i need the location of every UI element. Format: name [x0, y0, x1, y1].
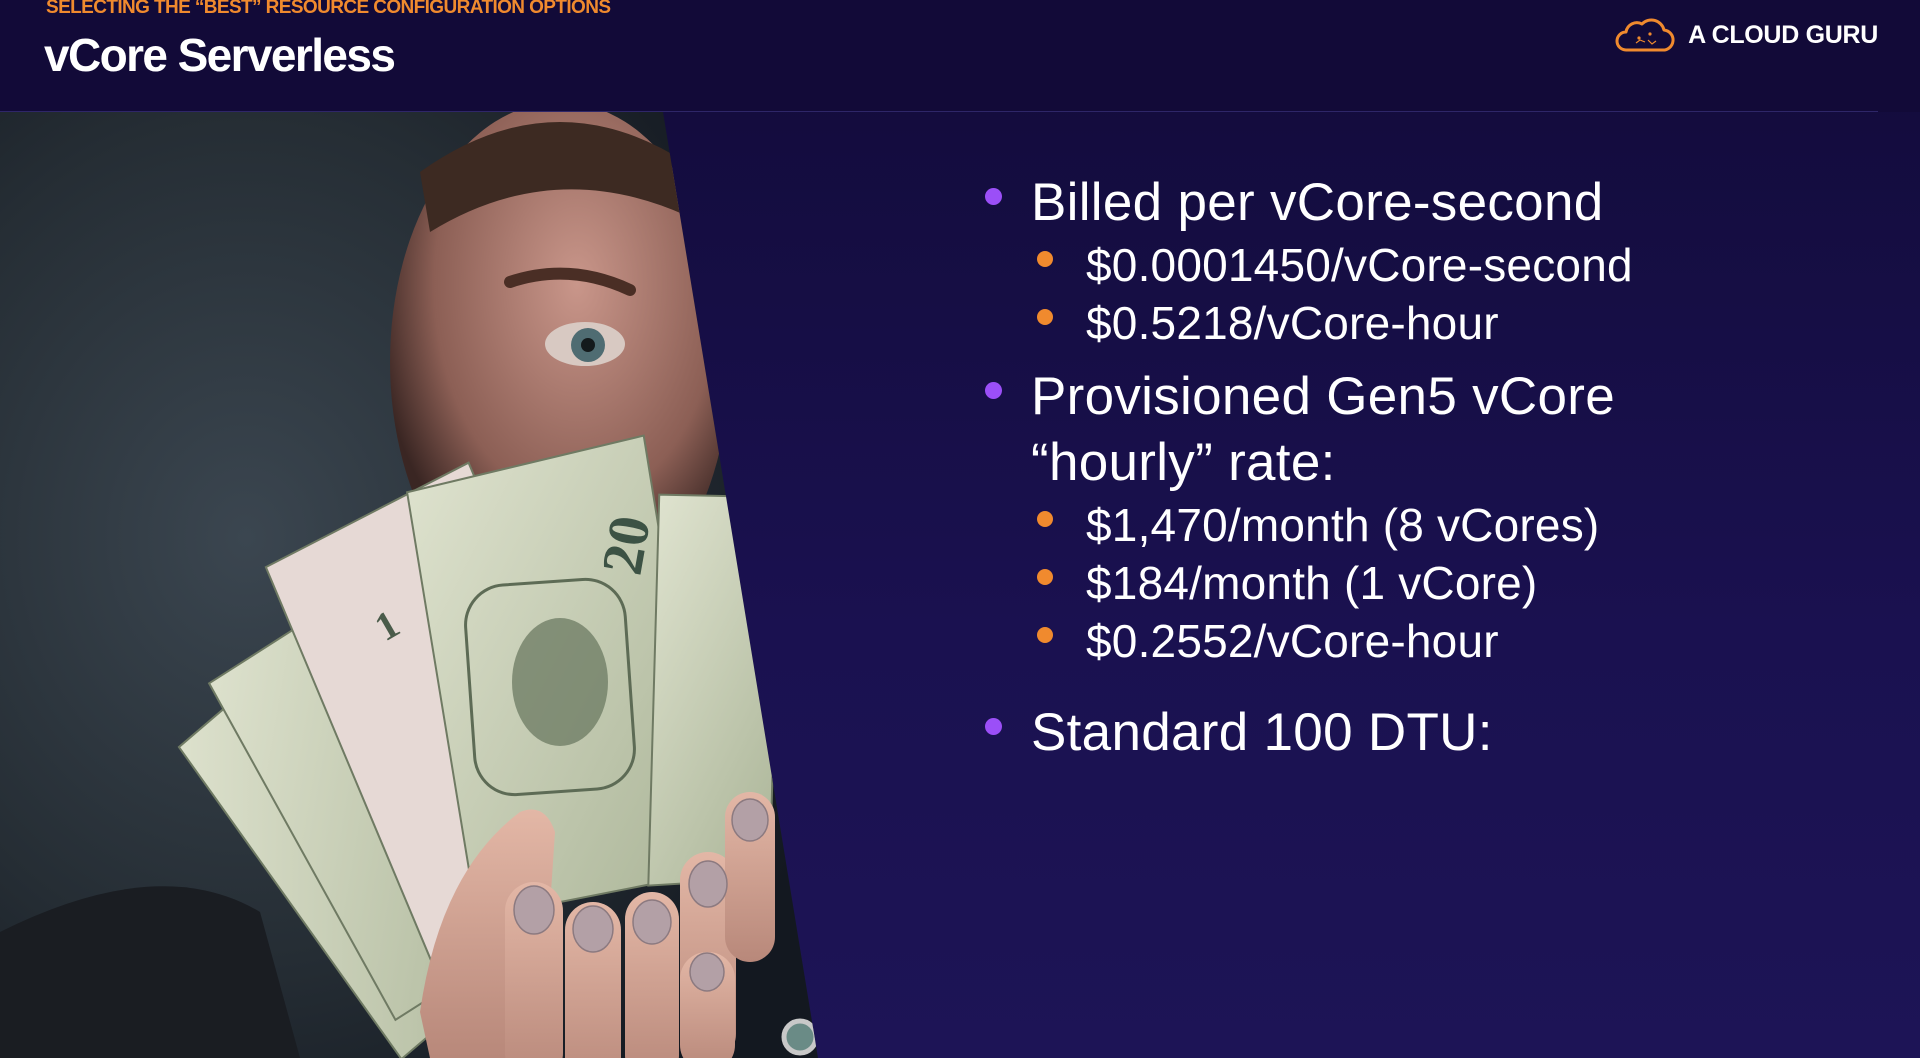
bullet-text: Billed per vCore-second — [1031, 173, 1604, 232]
brand-logo: A CLOUD GURU — [1612, 16, 1878, 54]
bullet-billed-per-second: Billed per vCore-second — [975, 170, 1875, 236]
bullet-provisioned-rate: Provisioned Gen5 vCore “hourly” rate: — [975, 364, 1875, 496]
header-bar — [0, 0, 1920, 112]
bullet-dot-icon — [985, 382, 1002, 399]
sub-bullet-text: $0.5218/vCore-hour — [1086, 297, 1499, 349]
sub-bullet-text: $0.0001450/vCore-second — [1086, 239, 1633, 291]
bullet-dot-icon — [985, 188, 1002, 205]
logo-text: A CLOUD GURU — [1688, 20, 1878, 49]
sub-bullet-dot-icon — [1037, 569, 1053, 585]
sub-bullet-dot-icon — [1037, 251, 1053, 267]
bullet-list: Billed per vCore-second $0.0001450/vCore… — [975, 170, 1875, 766]
sub-bullet-dot-icon — [1037, 627, 1053, 643]
bullet-dot-icon — [985, 718, 1002, 735]
sub-bullet: $0.5218/vCore-hour — [975, 294, 1875, 352]
sub-bullet-text: $1,470/month (8 vCores) — [1086, 499, 1600, 551]
note-denomination-20: 20 — [589, 511, 663, 579]
sub-bullet: $0.2552/vCore-hour — [975, 612, 1875, 670]
sub-bullet: $184/month (1 vCore) — [975, 554, 1875, 612]
photo-illustration: 20 1 — [0, 112, 818, 1058]
sub-bullet-text: $184/month (1 vCore) — [1086, 557, 1538, 609]
bullet-standard-dtu: Standard 100 DTU: — [975, 700, 1875, 766]
money-fan-photo: 20 1 — [0, 112, 818, 1058]
header-divider — [0, 111, 1878, 112]
cloud-icon — [1615, 18, 1675, 52]
sub-bullet-dot-icon — [1037, 309, 1053, 325]
bullet-text: Standard 100 DTU: — [1031, 703, 1493, 762]
sub-bullet-dot-icon — [1037, 511, 1053, 527]
sub-bullet: $0.0001450/vCore-second — [975, 236, 1875, 294]
bullet-text-line2: “hourly” rate: — [1031, 433, 1336, 492]
slide-title: vCore Serverless — [44, 29, 396, 81]
sub-bullet-text: $0.2552/vCore-hour — [1086, 615, 1499, 667]
section-kicker: SELECTING THE “BEST” RESOURCE CONFIGURAT… — [46, 0, 611, 18]
bullet-text-line1: Provisioned Gen5 vCore — [1031, 367, 1616, 426]
sub-bullet: $1,470/month (8 vCores) — [975, 496, 1875, 554]
